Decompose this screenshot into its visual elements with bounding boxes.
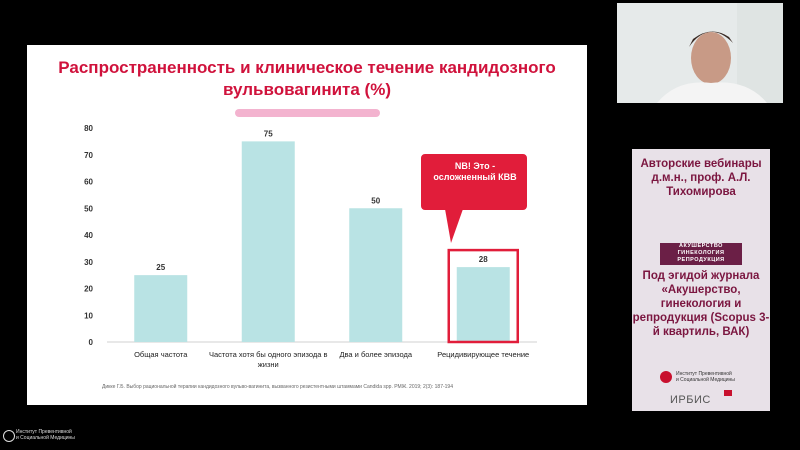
y-tick-label: 30: [84, 258, 93, 267]
category-label: Частота хотя бы одного эпизода в: [209, 350, 327, 359]
data-label: 25: [156, 263, 165, 272]
irbis-logo: ИРБИС: [670, 394, 711, 406]
y-tick-label: 60: [84, 178, 93, 187]
journal-text: Под эгидой журнала «Акушерство, гинеколо…: [632, 270, 770, 338]
source-citation: Дикке Г.Б. Выбор рациональной терапии ка…: [102, 384, 453, 390]
irbis-mark-icon: [724, 390, 732, 396]
data-label: 50: [371, 196, 380, 205]
bar: [134, 275, 188, 342]
presenter-webcam: [617, 3, 783, 103]
y-tick-label: 0: [89, 338, 94, 347]
y-tick-label: 10: [84, 311, 93, 320]
bar: [241, 141, 295, 342]
y-tick-label: 50: [84, 204, 93, 213]
presentation-slide: Распространенность и клиническое течение…: [27, 45, 587, 405]
bar: [349, 208, 403, 342]
y-tick-label: 20: [84, 285, 93, 294]
panel-header: Авторские вебинары д.м.н., проф. А.Л. Ти…: [640, 158, 762, 198]
category-label: жизни: [258, 360, 279, 369]
data-label: 28: [479, 255, 488, 264]
bar-chart: 0 10 20 30 40 50 60 70 80 25 Общая частота 75 Частот…: [84, 124, 537, 369]
callout-pointer: [445, 209, 463, 243]
presenter-figure: [617, 3, 783, 103]
institute-name: Институт Превентивной и Социальной Медиц…: [676, 371, 735, 383]
y-tick-label: 70: [84, 151, 93, 160]
callout-text: NB! Это - осложненный КВВ: [433, 161, 517, 182]
author-panel: Авторские вебинары д.м.н., проф. А.Л. Ти…: [632, 149, 770, 411]
category-label: Общая частота: [134, 350, 188, 359]
category-label: Два и более эпизода: [339, 350, 412, 359]
highlight-frame: [447, 248, 519, 344]
slide-title: Распространенность и клиническое течение…: [58, 58, 556, 99]
callout-box: [419, 152, 529, 212]
y-tick-label: 80: [84, 124, 93, 133]
y-tick-label: 40: [84, 231, 93, 240]
title-underline: [235, 109, 380, 117]
bottom-institute-name: Институт Превентивной и Социальной Медиц…: [16, 429, 75, 441]
institute-logo-icon: [660, 371, 672, 383]
bottom-institute-logo-icon: [3, 430, 15, 442]
category-label: Рецидивирующее течение: [437, 350, 529, 359]
data-label: 75: [264, 129, 273, 138]
bar: [456, 267, 510, 342]
journal-logo: АКУШЕРСТВО ГИНЕКОЛОГИЯ РЕПРОДУКЦИЯ: [660, 243, 742, 265]
